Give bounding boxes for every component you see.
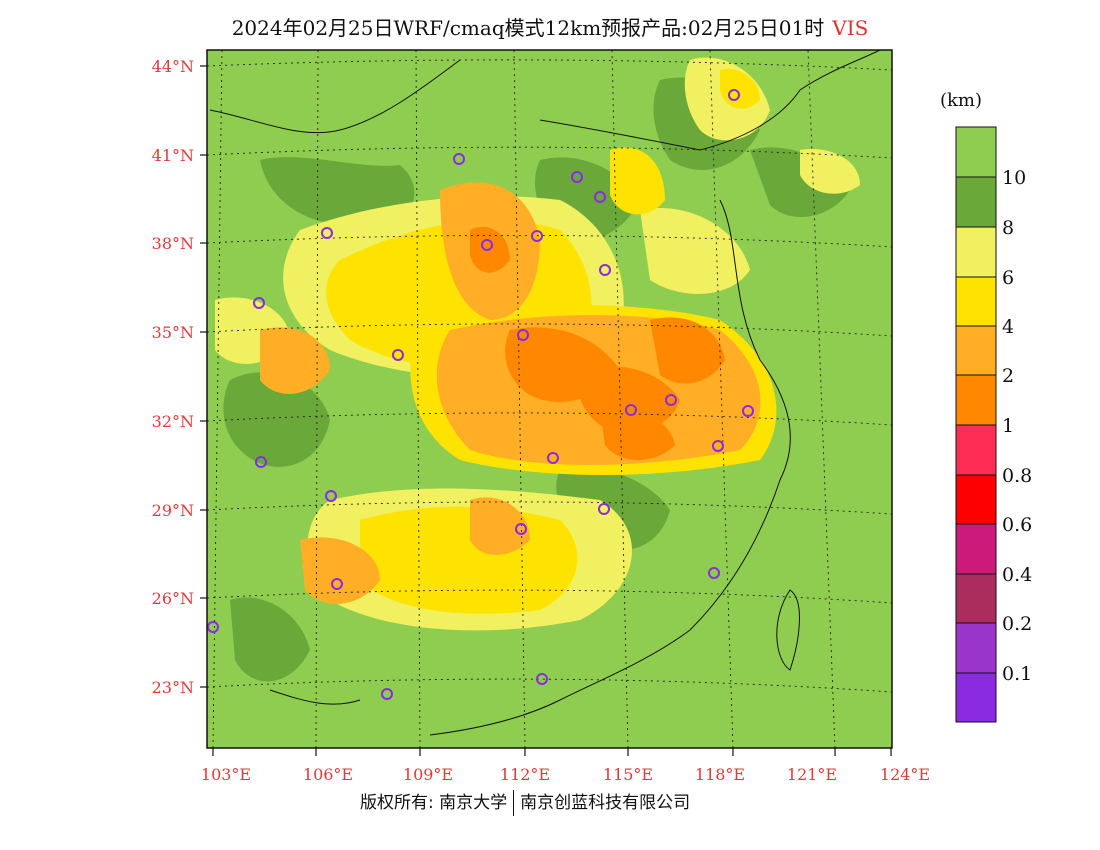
station-marker	[517, 329, 529, 341]
colorbar-label: 0.2	[1002, 613, 1033, 635]
station-marker	[255, 456, 267, 468]
station-marker	[571, 171, 583, 183]
colorbar-swatch	[955, 374, 997, 426]
station-marker	[331, 578, 343, 590]
title-main: 2024年02月25日WRF/cmaq模式12km预报产品:02月25日01时	[231, 16, 825, 40]
station-marker	[708, 567, 720, 579]
colorbar-label: 6	[1002, 267, 1015, 289]
lat-label: 29°N	[152, 501, 194, 520]
station-marker	[321, 227, 333, 239]
colorbar-unit: (km)	[940, 90, 983, 111]
colorbar-swatch	[955, 176, 997, 228]
copyright-owner: 版权所有: 南京大学	[360, 793, 508, 813]
lon-label: 115°E	[603, 765, 653, 784]
lat-label: 32°N	[152, 412, 194, 431]
lat-label: 35°N	[152, 323, 194, 342]
station-marker	[547, 452, 559, 464]
copyright-footer: 版权所有: 南京大学 南京创蓝科技有限公司	[360, 788, 690, 816]
lon-label: 109°E	[403, 765, 453, 784]
station-marker	[625, 404, 637, 416]
station-marker	[598, 503, 610, 515]
colorbar-swatch	[955, 126, 997, 178]
colorbar-label: 0.6	[1002, 514, 1033, 536]
lon-label: 106°E	[303, 765, 353, 784]
colorbar-label: 0.1	[1002, 663, 1033, 685]
colorbar-swatch	[955, 573, 997, 624]
lon-label: 124°E	[880, 765, 930, 784]
station-marker	[207, 621, 219, 633]
lat-label: 26°N	[152, 589, 194, 608]
colorbar-label: 0.4	[1002, 564, 1033, 586]
station-markers	[207, 89, 754, 700]
colorbar	[955, 126, 997, 723]
station-marker	[531, 230, 543, 242]
station-marker	[481, 239, 493, 251]
lon-label: 112°E	[500, 765, 550, 784]
map-frame	[206, 49, 893, 749]
station-marker	[381, 688, 393, 700]
colorbar-label: 1	[1002, 415, 1015, 437]
colorbar-label: 2	[1002, 365, 1015, 387]
colorbar-swatch	[955, 424, 997, 476]
map-title: 2024年02月25日WRF/cmaq模式12km预报产品:02月25日01时 V…	[0, 12, 1100, 41]
colorbar-swatch	[955, 325, 997, 376]
lon-label: 121°E	[787, 765, 837, 784]
footer-separator	[513, 790, 515, 816]
station-marker	[665, 394, 677, 406]
colorbar-label: 8	[1002, 217, 1015, 239]
lat-label: 38°N	[152, 234, 194, 253]
station-marker	[599, 264, 611, 276]
longitude-labels: 103°E 106°E 109°E 112°E 115°E 118°E 121°…	[201, 765, 930, 784]
lat-label: 23°N	[152, 678, 194, 697]
lat-label: 44°N	[152, 57, 194, 76]
station-marker	[325, 490, 337, 502]
boundaries	[209, 50, 881, 736]
lon-label: 118°E	[695, 765, 745, 784]
colorbar-swatch	[955, 474, 997, 525]
colorbar-label: 10	[1002, 167, 1027, 189]
station-marker	[253, 297, 265, 309]
colorbar-label: 0.8	[1002, 465, 1033, 487]
station-marker	[453, 153, 465, 165]
latitude-labels: 44°N 41°N 38°N 35°N 32°N 29°N 26°N 23°N	[152, 57, 194, 697]
title-variable: VIS	[832, 16, 869, 40]
colorbar-swatch	[955, 276, 997, 327]
station-marker	[742, 405, 754, 417]
colorbar-swatch	[955, 523, 997, 575]
colorbar-swatch	[955, 672, 997, 723]
station-marker	[536, 673, 548, 685]
colorbar-swatch	[955, 226, 997, 278]
map-field	[207, 50, 892, 748]
station-marker	[712, 440, 724, 452]
station-marker	[392, 349, 404, 361]
axis-ticks	[200, 65, 892, 756]
station-marker	[515, 523, 527, 535]
station-marker	[728, 89, 740, 101]
lon-label: 103°E	[201, 765, 251, 784]
lat-label: 41°N	[152, 146, 194, 165]
colorbar-label: 4	[1002, 316, 1015, 338]
copyright-company: 南京创蓝科技有限公司	[520, 793, 691, 813]
colorbar-swatch	[955, 622, 997, 674]
station-marker	[594, 191, 606, 203]
graticule	[207, 50, 892, 748]
